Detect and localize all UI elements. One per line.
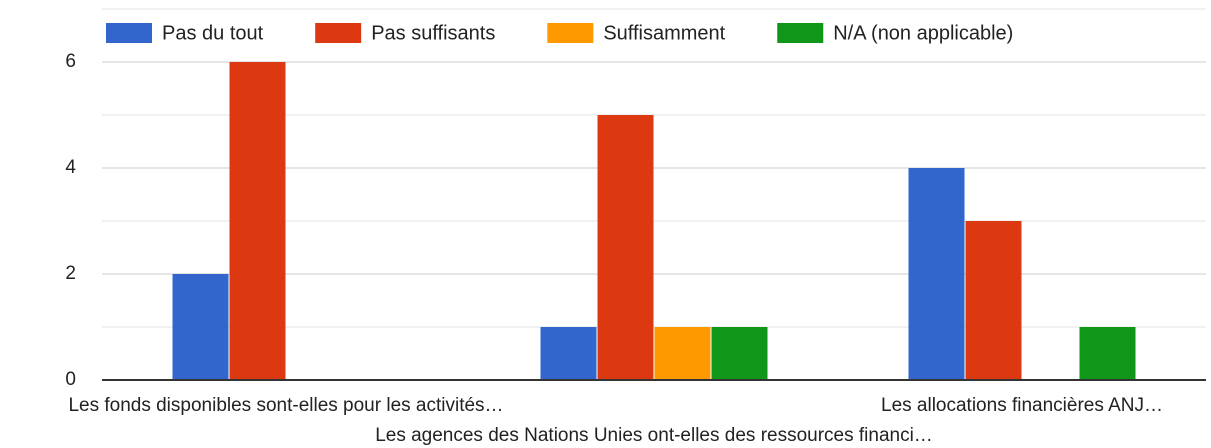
x-tick-label: Les allocations financières ANJ… [881,395,1163,416]
bar [172,274,229,380]
x-tick-label: Les fonds disponibles sont-elles pour le… [68,395,503,416]
legend-label: Pas suffisants [371,22,495,44]
bar [965,221,1022,380]
y-tick-label: 4 [65,157,76,178]
legend-label: Pas du tout [162,22,264,44]
bar [597,115,654,380]
legend-swatch [777,23,824,43]
legend-swatch [315,23,362,43]
y-tick-label: 0 [65,369,76,390]
bar [540,327,597,380]
legend-swatch [547,23,594,43]
bar [711,327,768,380]
x-tick-label: Les agences des Nations Unies ont-elles … [375,425,933,446]
bar [229,62,286,380]
y-tick-label: 2 [65,263,76,284]
y-tick-label: 6 [65,51,76,72]
bar [1079,327,1136,380]
legend-label: N/A (non applicable) [833,22,1013,44]
bar [654,327,711,380]
bar [908,168,965,380]
legend-swatch [106,23,152,43]
legend-label: Suffisamment [603,22,725,44]
